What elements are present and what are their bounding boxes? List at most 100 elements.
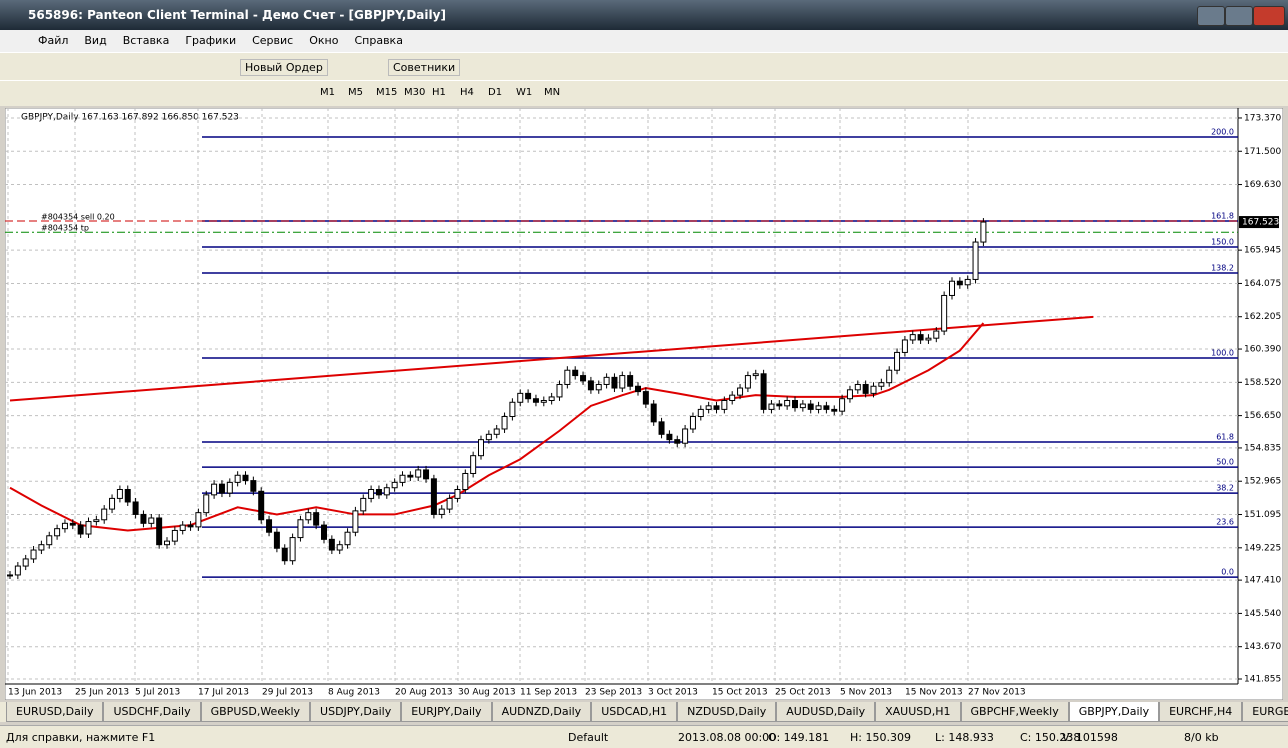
timeframe-button[interactable]: M15 [376, 87, 398, 98]
candle [705, 405, 712, 410]
menu-item[interactable]: Вид [84, 34, 107, 47]
candle [689, 416, 696, 430]
candle [619, 375, 626, 389]
menu-item[interactable]: Файл [38, 34, 69, 47]
chart-tab[interactable]: GBPJPY,Daily [1068, 702, 1160, 722]
candle [886, 369, 893, 384]
candle [548, 396, 555, 401]
candle [509, 401, 516, 418]
candle [941, 294, 948, 332]
candle [360, 497, 367, 512]
fibo-label: 200.0 [1211, 128, 1234, 137]
status-bar: Для справки, нажмите F1 Default 2013.08.… [0, 725, 1288, 748]
timeframe-button[interactable]: M1 [320, 87, 335, 98]
candle [595, 383, 602, 391]
candle [972, 241, 979, 280]
experts-button[interactable]: Советники [388, 59, 461, 76]
chart-tab[interactable]: AUDNZD,Daily [491, 702, 592, 722]
x-tick-label: 13 Jun 2013 [8, 688, 62, 698]
maximize-button[interactable] [1225, 6, 1253, 26]
new-order-button[interactable]: Новый Ордер [240, 59, 328, 76]
candle [917, 334, 924, 341]
candle [846, 389, 853, 400]
timeframe-button[interactable]: M5 [348, 87, 363, 98]
y-tick-label: 151.095 [1244, 510, 1281, 520]
status-close: C: 150.238 [1020, 731, 1081, 744]
candle [171, 529, 178, 542]
candle [140, 513, 147, 524]
chart-tab[interactable]: AUDUSD,Daily [776, 702, 876, 722]
timeframe-button[interactable]: MN [544, 87, 561, 98]
candle [226, 481, 233, 494]
candle [148, 517, 155, 524]
timeframe-button[interactable]: D1 [488, 87, 503, 98]
minimize-button[interactable] [1197, 6, 1225, 26]
candle [328, 538, 335, 551]
candle [949, 280, 955, 296]
candle [799, 403, 806, 409]
status-traffic: 8/0 kb [1184, 731, 1219, 744]
menu-item[interactable]: Графики [185, 34, 237, 47]
candle [77, 524, 84, 535]
timeframe-button[interactable]: M30 [404, 87, 426, 98]
menu-item[interactable]: Справка [354, 34, 403, 47]
chart-tab[interactable]: GBPUSD,Weekly [200, 702, 311, 722]
candle [470, 455, 477, 474]
fibo-label: 50.0 [1216, 458, 1234, 467]
timeframe-button[interactable]: H4 [460, 87, 474, 98]
chart-tab[interactable]: NZDUSD,Daily [677, 702, 777, 722]
candle [540, 399, 547, 403]
chart-tab[interactable]: EURUSD,Daily [6, 702, 104, 722]
fibo-label: 23.6 [1216, 518, 1234, 527]
candle [807, 403, 814, 410]
x-tick-label: 27 Nov 2013 [968, 688, 1026, 698]
candle [383, 487, 390, 496]
candle [109, 497, 116, 510]
fibo-label: 138.2 [1211, 264, 1234, 273]
current-price-box [1239, 216, 1279, 229]
x-tick-label: 29 Jul 2013 [262, 688, 313, 698]
chart-tab[interactable]: USDCHF,Daily [103, 702, 201, 722]
candle [462, 472, 469, 491]
y-tick-label: 171.500 [1244, 147, 1281, 157]
menu-item[interactable]: Сервис [252, 34, 294, 47]
candle [776, 403, 783, 407]
candle [635, 385, 641, 393]
chart-tab[interactable]: GBPCHF,Weekly [960, 702, 1069, 722]
candle [281, 547, 288, 562]
candle [211, 483, 218, 496]
menu-item[interactable]: Окно [309, 34, 339, 47]
candle [627, 375, 634, 387]
menu-bar: Файл Вид Вставка Графики Сервис Окно Справка [0, 30, 1288, 52]
y-tick-label: 164.075 [1244, 279, 1281, 289]
x-tick-label: 5 Nov 2013 [840, 688, 892, 698]
candle [485, 433, 492, 441]
chart-tab[interactable]: USDJPY,Daily [310, 702, 402, 722]
chart-tab[interactable]: XAUUSD,H1 [875, 702, 961, 722]
y-tick-label: 147.410 [1244, 576, 1281, 586]
chart-tab[interactable]: EURGBP,H4 [1242, 702, 1288, 722]
status-time: 2013.08.08 00:00 [678, 731, 777, 744]
candle [713, 405, 720, 410]
candle [321, 524, 327, 540]
timeframe-button[interactable]: H1 [432, 87, 446, 98]
chart: GBPJPY,Daily 167.163 167.892 166.850 167… [5, 108, 1283, 700]
timeframe-button[interactable]: W1 [516, 87, 533, 98]
candle [493, 428, 500, 435]
candle [132, 501, 139, 515]
x-tick-label: 23 Sep 2013 [585, 688, 642, 698]
candle [760, 373, 767, 410]
chart-tab[interactable]: EURCHF,H4 [1159, 702, 1243, 722]
menu-item[interactable]: Вставка [122, 34, 170, 47]
candle [218, 483, 225, 494]
candle [894, 351, 901, 371]
y-tick-label: 156.650 [1244, 411, 1281, 421]
candle [666, 433, 673, 441]
chart-tab[interactable]: USDCAD,H1 [591, 702, 678, 722]
candle [517, 392, 524, 403]
candle [93, 519, 100, 523]
chart-tab[interactable]: EURJPY,Daily [401, 702, 492, 722]
candle [980, 221, 987, 243]
candle [164, 540, 170, 546]
close-button[interactable] [1253, 6, 1285, 26]
